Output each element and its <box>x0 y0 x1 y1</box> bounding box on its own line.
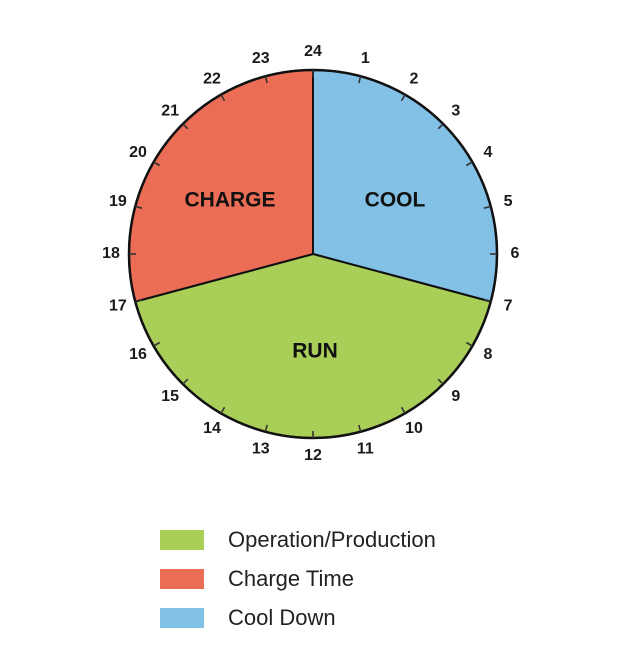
hour-label: 19 <box>109 193 127 210</box>
legend-item-cool: Cool Down <box>160 598 436 637</box>
hour-label: 23 <box>252 50 270 67</box>
hour-tick <box>153 341 161 347</box>
hour-tick <box>437 123 444 130</box>
legend-item-charge: Charge Time <box>160 559 436 598</box>
hour-label: 7 <box>504 298 513 315</box>
slice-label-run: RUN <box>292 340 338 363</box>
hour-tick <box>182 378 189 385</box>
hour-label: 15 <box>161 388 179 405</box>
hour-label: 6 <box>511 245 520 262</box>
hour-label: 10 <box>405 420 423 437</box>
legend-label-charge: Charge Time <box>228 565 354 591</box>
hour-tick <box>153 161 161 167</box>
hour-tick <box>264 76 268 84</box>
legend-label-operation: Operation/Production <box>228 526 436 552</box>
hour-label: 9 <box>451 388 460 405</box>
legend-swatch-operation <box>160 529 204 550</box>
hour-tick <box>135 299 143 303</box>
hour-label: 16 <box>129 346 147 363</box>
hour-tick <box>220 94 226 102</box>
hour-tick <box>220 406 226 414</box>
slice-label-charge: CHARGE <box>184 189 275 212</box>
hour-label: 3 <box>451 102 460 119</box>
hour-tick <box>483 205 491 209</box>
hour-label: 2 <box>410 70 419 87</box>
hour-label: 11 <box>357 440 374 457</box>
hour-label: 4 <box>483 144 492 161</box>
hour-tick <box>437 378 444 385</box>
hour-label: 13 <box>252 440 270 457</box>
hour-tick <box>465 341 473 347</box>
hour-tick <box>483 299 491 303</box>
hour-tick <box>358 424 362 432</box>
hour-tick <box>465 161 473 167</box>
hour-label: 14 <box>203 420 221 437</box>
hour-label: 12 <box>304 447 322 464</box>
hour-label: 17 <box>109 298 127 315</box>
hour-label: 5 <box>504 193 513 210</box>
hour-tick <box>135 205 143 209</box>
hour-label: 8 <box>483 346 492 363</box>
legend: Operation/Production Charge Time Cool Do… <box>160 520 436 637</box>
legend-swatch-charge <box>160 568 204 589</box>
hour-label: 20 <box>129 144 147 161</box>
slice-label-cool: COOL <box>365 189 426 212</box>
hour-tick <box>264 424 268 432</box>
hour-tick <box>400 406 406 414</box>
hour-label: 18 <box>102 245 120 262</box>
legend-swatch-cool <box>160 607 204 628</box>
hour-label: 22 <box>203 70 221 87</box>
hour-tick <box>358 76 362 84</box>
hour-label: 21 <box>161 102 179 119</box>
legend-item-operation: Operation/Production <box>160 520 436 559</box>
hour-tick <box>400 94 406 102</box>
hour-label: 24 <box>304 43 322 60</box>
hour-label: 1 <box>361 50 370 67</box>
legend-label-cool: Cool Down <box>228 604 336 630</box>
hour-tick <box>182 123 189 130</box>
